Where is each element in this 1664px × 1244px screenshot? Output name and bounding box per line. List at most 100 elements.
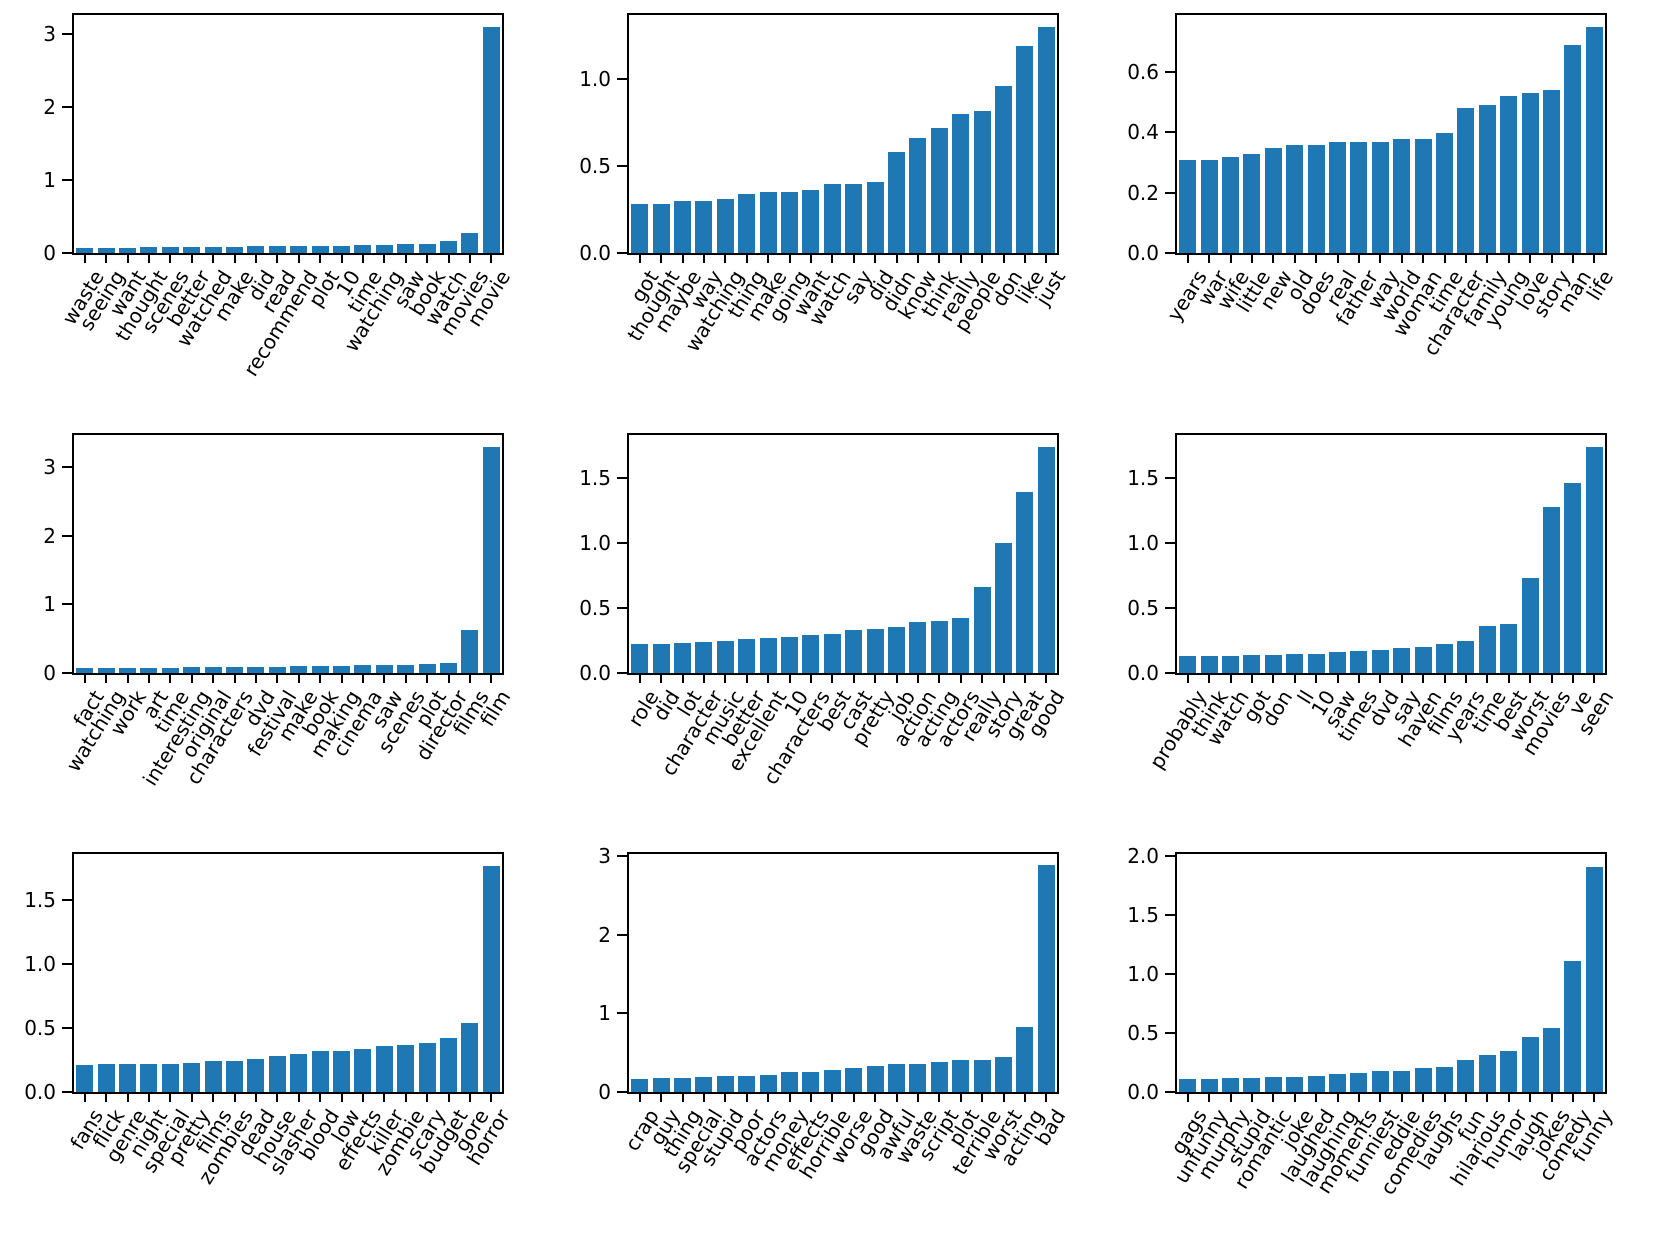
x-axis-tick [981,253,984,263]
x-tick-label: life [1581,265,1618,305]
x-axis-tick [1507,673,1510,683]
x-axis-tick [938,253,941,263]
bar-bad [1037,865,1055,1092]
bar-romantic [1264,1076,1282,1092]
bar-humor [1500,1050,1518,1092]
y-axis-tick [1165,606,1177,609]
y-axis-tick [62,963,74,966]
y-tick-label: 3 [43,455,56,480]
bar-film [482,446,500,673]
bar-don [994,86,1013,253]
x-axis-tick [1272,1092,1275,1102]
x-axis-tick [212,673,215,683]
x-axis-tick [126,1092,129,1102]
bar-comedies [1414,1068,1432,1092]
bar-dvd [247,666,265,673]
bar-didn [887,152,906,253]
bar-murphy [1221,1077,1240,1092]
bar-unfunny [1200,1079,1218,1092]
bar-blood [311,1051,329,1092]
bar-fans [76,1065,94,1092]
bar-man [1564,45,1582,253]
y-axis-tick [62,178,74,181]
x-axis-tick [1571,253,1574,263]
subplot-r1c0-plot-area: fact watching work art time interesting origin… [43,433,515,790]
bar-saw [397,243,415,253]
bar-real [1328,141,1347,253]
x-axis-tick [1272,673,1275,683]
bar-good [866,1066,884,1092]
y-tick-label: 2 [43,523,56,548]
y-tick-label: 0 [43,661,56,685]
bar-crap [631,1078,649,1092]
bar-read [268,246,286,253]
bar-life [1585,27,1603,253]
x-axis-tick [1486,253,1489,263]
subplot-r2c1-plot-area: crap guy thing special stupid poor actors money… [598,846,1070,1183]
x-axis-tick [809,673,812,683]
y-tick-label: 1.0 [579,67,611,92]
bar-cinema [354,664,372,673]
y-axis-tick [62,899,74,902]
x-axis-tick [319,1092,322,1102]
x-axis-tick [938,673,941,683]
bar-watch [1221,656,1240,673]
x-axis-tick [745,673,748,683]
bar-haven [1414,647,1432,673]
x-axis-tick [638,253,641,263]
x-axis-tick [1486,673,1489,683]
bar-watched [204,247,222,253]
bar-woman [1414,138,1432,253]
x-axis-tick [1023,253,1026,263]
bar-ve [1564,483,1582,673]
x-axis-tick [1357,1092,1360,1102]
bar-plot [952,1059,970,1092]
bar-films [461,630,479,673]
bar-maybe [673,200,692,253]
x-axis-tick [681,673,684,683]
bar-10 [1307,653,1325,673]
y-tick-label: 0.0 [1127,1080,1159,1104]
x-axis-tick [404,1092,407,1102]
y-tick-label: 0.0 [579,241,611,265]
x-axis-tick [169,253,172,263]
bar-action [909,622,927,673]
x-axis-tick [1529,673,1532,683]
x-axis-tick [724,1092,727,1102]
y-tick-label: 1.0 [1127,530,1159,555]
y-tick-label: 1 [598,1001,611,1026]
bar-laughed [1307,1075,1325,1092]
bar-love [1521,93,1539,253]
x-axis-tick [490,673,493,683]
y-tick-label: 0.5 [1127,595,1159,620]
bar-best [823,633,841,673]
bar-think [1200,656,1218,673]
bar-laughing [1328,1074,1347,1092]
y-axis-tick [617,1091,629,1093]
bar-comedy [1564,961,1582,1092]
x-axis-tick [105,1092,108,1102]
y-axis-tick [62,252,74,254]
bar-laugh [1521,1036,1539,1092]
bar-guy [652,1077,670,1092]
bar-saw [375,664,393,673]
y-axis-tick [1165,252,1177,254]
x-axis-tick [1422,673,1425,683]
bar-cast [845,630,863,673]
y-tick-label: 0.5 [1127,1021,1159,1046]
bar-gags [1179,1079,1197,1092]
bar-better [183,247,201,253]
bar-eddie [1393,1070,1411,1092]
x-axis-tick [1400,253,1403,263]
x-axis-tick [788,1092,791,1102]
subplot-r2c0-plot-area: fans flick genre night special pretty films zom… [24,852,515,1188]
x-axis-tick [724,673,727,683]
y-tick-label: 1.5 [1127,903,1159,928]
x-axis-tick [809,1092,812,1102]
bar-time [354,244,372,253]
x-axis-tick [916,253,919,263]
bar-better [738,639,756,673]
x-axis-tick [468,673,471,683]
x-axis-tick [895,1092,898,1102]
